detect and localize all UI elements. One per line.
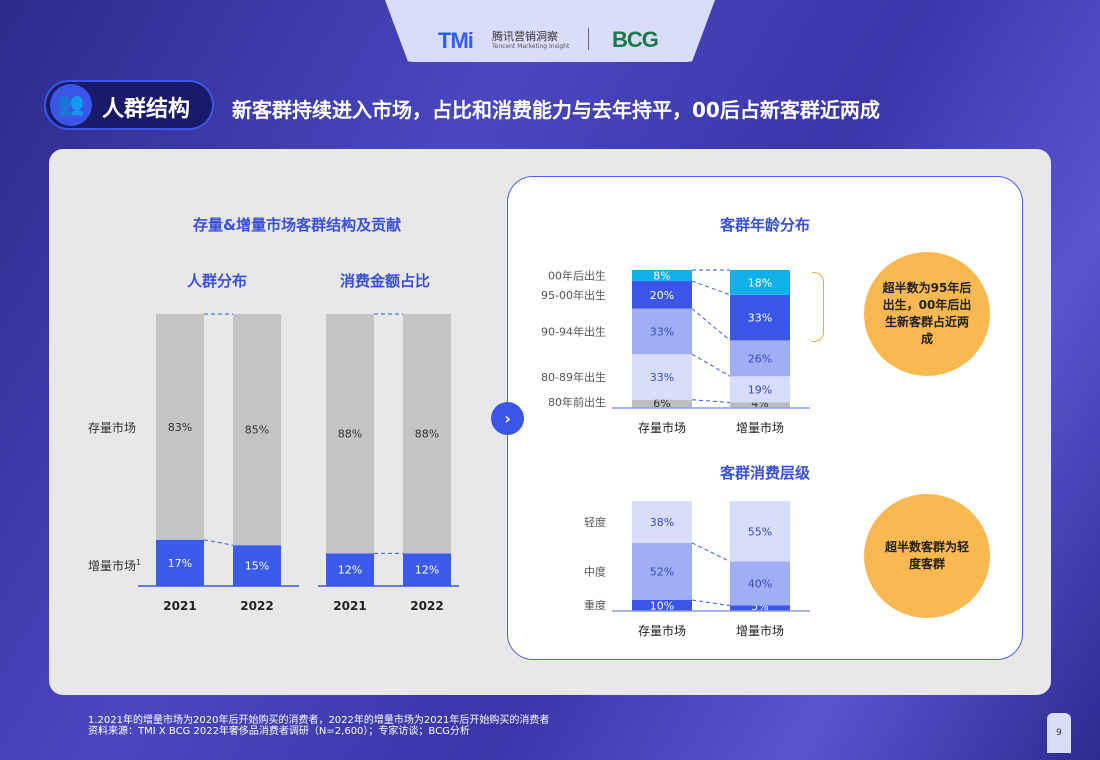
series-label: 重度 xyxy=(584,598,606,612)
category-label: 存量市场 xyxy=(638,623,686,638)
category-label: 存量市场 xyxy=(638,420,686,435)
tmi-logo: TMi xyxy=(438,28,474,53)
category-label: 2022 xyxy=(240,599,273,613)
category-label: 2022 xyxy=(410,599,443,613)
bar-segment xyxy=(326,553,374,586)
bar-segment xyxy=(632,600,692,611)
data-label: 88% xyxy=(415,428,439,441)
bar-segment xyxy=(632,281,692,309)
chevron-right-icon: › xyxy=(491,402,524,435)
data-label: 15% xyxy=(245,560,269,573)
series-label: 中度 xyxy=(584,564,606,578)
connector-line xyxy=(691,542,731,562)
bar-segment xyxy=(730,501,790,562)
bar-segment xyxy=(632,308,692,355)
bar-segment xyxy=(156,314,204,540)
bar-segment xyxy=(730,561,790,606)
bar-segment xyxy=(233,314,281,546)
source-note: 资料来源：TMI X BCG 2022年奢侈品消费者调研（N=2,600）；专家… xyxy=(88,726,470,737)
bar-segment xyxy=(403,314,451,554)
data-label: 88% xyxy=(338,428,362,441)
bar-segment xyxy=(326,314,374,554)
chart3-title: 客群年龄分布 xyxy=(720,216,811,234)
bar-segment xyxy=(156,539,204,586)
bar-segment xyxy=(730,270,790,295)
series-label: 90-94年出生 xyxy=(541,324,606,338)
bar-segment xyxy=(730,340,790,377)
row-label-stock: 存量市场 xyxy=(88,421,137,435)
data-label: 85% xyxy=(245,424,269,437)
series-label: 80-89年出生 xyxy=(541,370,606,384)
data-label: 26% xyxy=(748,352,772,365)
chart2-title: 消费金额占比 xyxy=(340,272,431,290)
tmi-logo-cn: 腾讯营销洞察 xyxy=(492,30,558,43)
bar-segment xyxy=(632,270,692,282)
bar-segment xyxy=(403,553,451,586)
row-label-new-text: 增量市场 xyxy=(88,559,137,573)
bar-segment xyxy=(233,545,281,586)
page-number: 9 xyxy=(1047,713,1071,753)
left-title: 存量&增量市场客群结构及贡献 xyxy=(193,216,402,234)
bar-segment xyxy=(730,294,790,341)
connector-line xyxy=(691,308,731,341)
series-label: 80年前出生 xyxy=(548,395,606,409)
chart1-title: 人群分布 xyxy=(187,272,248,290)
connector-line xyxy=(691,399,731,403)
headline: 新客群持续进入市场，占比和消费能力与去年持平，00后占新客群近两成 xyxy=(232,98,880,122)
series-label: 95-00年出生 xyxy=(541,288,606,302)
footnote-mark: 1 xyxy=(136,558,142,567)
data-label: 52% xyxy=(650,565,674,578)
bar-segment xyxy=(632,542,692,600)
connector-line xyxy=(691,353,731,377)
people-icon: 👥 xyxy=(50,84,92,126)
chart4-title: 客群消费层级 xyxy=(720,464,811,482)
data-label: 55% xyxy=(748,525,772,538)
connector-line xyxy=(691,599,731,606)
data-label: 33% xyxy=(650,325,674,338)
data-label: 40% xyxy=(748,578,772,591)
data-label: 33% xyxy=(650,371,674,384)
data-label: 12% xyxy=(415,564,439,577)
data-label: 17% xyxy=(168,557,192,570)
data-label: 38% xyxy=(650,516,674,529)
data-label: 10% xyxy=(650,600,674,613)
tmi-logo-en: Tencent Marketing Insight xyxy=(492,43,570,50)
data-label: 33% xyxy=(748,312,772,325)
data-label: 6% xyxy=(653,397,670,410)
bar-segment xyxy=(730,376,790,403)
data-label: 8% xyxy=(653,270,670,283)
data-label: 19% xyxy=(748,383,772,396)
logo-banner xyxy=(385,0,715,62)
data-label: 83% xyxy=(168,421,192,434)
category-label: 2021 xyxy=(333,599,366,613)
data-label: 20% xyxy=(650,289,674,302)
connector-line xyxy=(203,539,234,546)
data-label: 18% xyxy=(748,276,772,289)
footnote: 1.2021年的增量市场为2020年后开始购买的消费者，2022年的增量市场为2… xyxy=(88,715,550,726)
logo-divider xyxy=(588,28,589,50)
bar-segment xyxy=(632,501,692,543)
category-label: 2021 xyxy=(163,599,196,613)
connector-line xyxy=(691,280,731,296)
series-label: 00年后出生 xyxy=(548,269,606,283)
bar-segment xyxy=(730,402,790,408)
series-label: 轻度 xyxy=(584,515,606,529)
bcg-logo: BCG xyxy=(612,27,659,52)
callout-level: 超半数客群为轻度客群 xyxy=(864,494,990,618)
category-label: 增量市场 xyxy=(736,420,784,435)
data-label: 12% xyxy=(338,564,362,577)
row-label-new: 增量市场1 xyxy=(88,557,141,574)
callout-age: 超半数为95年后出生，00年后出生新客群占近两成 xyxy=(864,252,990,376)
category-label: 增量市场 xyxy=(736,623,784,638)
bar-segment xyxy=(730,605,790,611)
section-title: 人群结构 xyxy=(102,97,191,122)
bar-segment xyxy=(632,354,692,400)
bar-segment xyxy=(632,399,692,408)
